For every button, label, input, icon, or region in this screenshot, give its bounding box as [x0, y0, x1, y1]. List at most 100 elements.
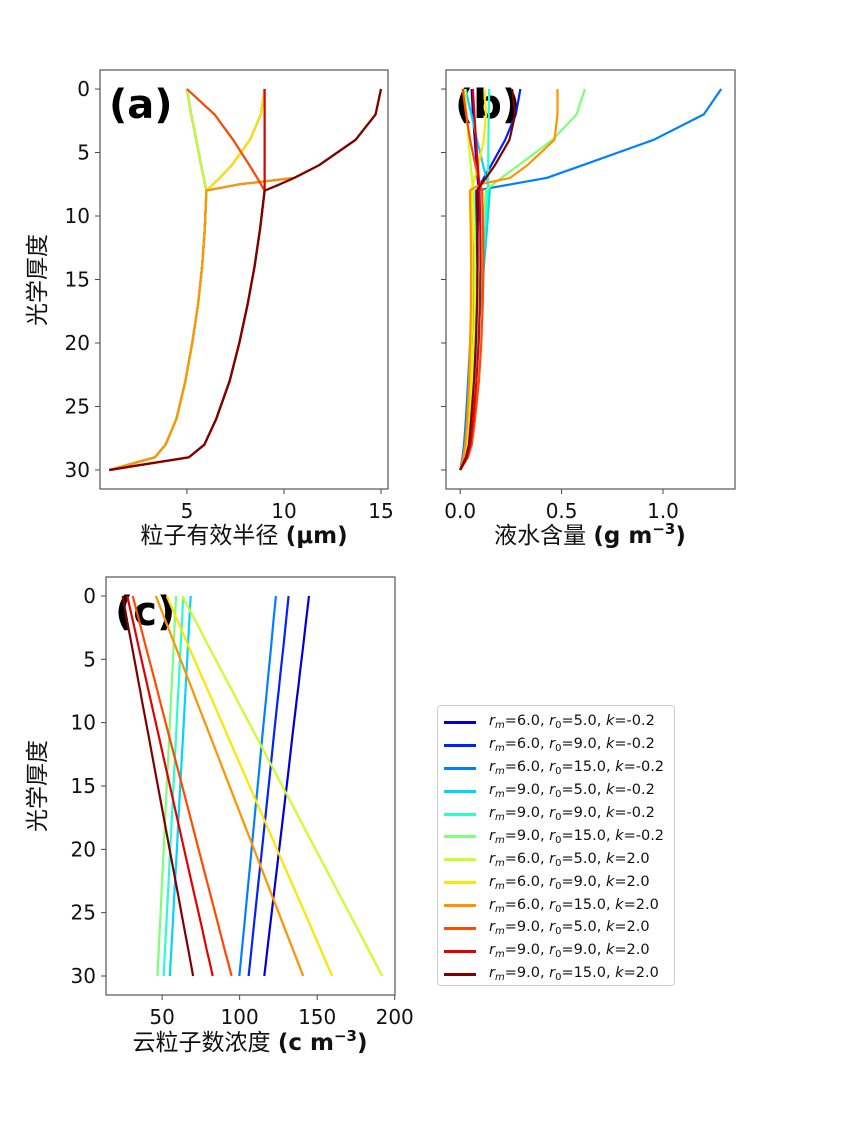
legend-label: rm=9.0, r0=15.0, k=-0.2	[489, 828, 664, 846]
subscript-m: m	[494, 880, 505, 892]
y-tick-label: 20	[71, 837, 96, 861]
separator: ,	[605, 759, 616, 776]
equals: =	[561, 965, 574, 982]
separator: ,	[539, 942, 550, 959]
legend-entry: rm=9.0, r0=15.0, k=2.0	[444, 963, 674, 986]
legend-line-swatch	[444, 926, 476, 930]
symbol-r: r	[549, 850, 556, 867]
equals: =	[504, 965, 517, 982]
subscript-0: 0	[555, 720, 562, 732]
legend-entry: rm=6.0, r0=5.0, k=-0.2	[444, 711, 674, 734]
series-line-4	[109, 88, 266, 472]
r0-value: 15.0	[573, 827, 606, 844]
legend-entry: rm=6.0, r0=15.0, k=-0.2	[444, 757, 674, 780]
legend-label: rm=6.0, r0=5.0, k=2.0	[489, 851, 650, 869]
legend-label: rm=9.0, r0=5.0, k=-0.2	[489, 782, 655, 800]
x-axis-label-text: 粒子有效半径	[140, 523, 285, 549]
legend-entry: rm=6.0, r0=9.0, k=-0.2	[444, 734, 674, 757]
x-axis-label-text: 云粒子数浓度	[133, 1030, 278, 1056]
legend-line-swatch	[444, 904, 476, 908]
y-tick-label: 15	[71, 774, 96, 798]
subscript-m: m	[494, 972, 505, 984]
series-line-1	[263, 595, 311, 977]
y-tick-label: 20	[65, 331, 90, 355]
separator: ,	[539, 896, 550, 913]
series-line-9	[459, 89, 559, 471]
symbol-r: r	[549, 805, 556, 821]
series-line-12	[109, 88, 383, 472]
series-line-12	[459, 88, 517, 471]
subscript-m: m	[494, 903, 505, 915]
legend-entry: rm=9.0, r0=9.0, k=2.0	[444, 940, 674, 963]
equals: =	[614, 805, 627, 821]
equals: =	[561, 873, 574, 890]
symbol-k: k	[615, 965, 624, 982]
y-tick-label: 30	[65, 458, 90, 482]
legend-label: rm=9.0, r0=9.0, k=2.0	[489, 942, 650, 960]
k-value: -0.2	[626, 713, 655, 730]
y-tick-label: 0	[77, 77, 90, 101]
legend-entry: rm=6.0, r0=5.0, k=2.0	[444, 848, 674, 871]
equals: =	[504, 850, 517, 867]
equals: =	[623, 759, 636, 776]
symbol-r: r	[549, 736, 556, 753]
series-line-7	[109, 88, 208, 472]
y-tick-label: 10	[71, 711, 96, 735]
subscript-0: 0	[555, 743, 562, 755]
panel-label: (a)	[109, 82, 173, 128]
series-line-3	[238, 595, 277, 977]
y-axis-label: 光学厚度	[25, 234, 51, 326]
x-axis-unit: (c m	[278, 1030, 334, 1056]
legend-line-swatch	[444, 789, 476, 793]
symbol-r: r	[489, 919, 495, 936]
equals: =	[504, 736, 517, 753]
subscript-0: 0	[555, 789, 562, 801]
symbol-k: k	[605, 782, 615, 799]
legend-entry: rm=9.0, r0=5.0, k=2.0	[444, 917, 674, 940]
equals: =	[504, 713, 517, 730]
equals: =	[623, 896, 636, 913]
k-value: -0.2	[626, 782, 655, 799]
separator: ,	[596, 782, 606, 799]
symbol-k: k	[605, 873, 615, 890]
subscript-m: m	[494, 812, 505, 823]
r0-value: 9.0	[573, 942, 597, 959]
k-value: 2.0	[635, 896, 659, 913]
series-line-4	[168, 595, 192, 977]
legend-entry: rm=9.0, r0=9.0, k=-0.2	[444, 803, 674, 826]
symbol-k: k	[605, 850, 615, 867]
x-tick-label: 150	[298, 1005, 336, 1029]
symbol-r: r	[489, 942, 495, 959]
legend-entry: rm=9.0, r0=5.0, k=-0.2	[444, 780, 674, 803]
separator: ,	[605, 827, 616, 844]
r0-value: 5.0	[573, 713, 597, 730]
equals: =	[623, 965, 636, 982]
legend-entry: rm=9.0, r0=15.0, k=-0.2	[444, 825, 674, 848]
equals: =	[614, 782, 627, 799]
legend-label: rm=6.0, r0=5.0, k=-0.2	[489, 713, 655, 731]
symbol-r: r	[549, 965, 556, 982]
legend-label: rm=6.0, r0=15.0, k=-0.2	[489, 759, 664, 777]
legend-line-swatch	[444, 972, 476, 976]
r0-value: 9.0	[573, 736, 597, 753]
symbol-r: r	[549, 942, 556, 959]
equals: =	[561, 736, 574, 753]
series-line-11	[109, 89, 266, 472]
x-tick-label: 100	[221, 1005, 259, 1029]
equals: =	[614, 873, 627, 890]
equals: =	[614, 713, 627, 730]
separator: ,	[605, 965, 616, 982]
separator: ,	[596, 736, 606, 753]
symbol-r: r	[549, 782, 556, 799]
equals: =	[561, 850, 574, 867]
y-tick-label: 5	[77, 141, 90, 165]
symbol-r: r	[549, 919, 556, 936]
separator: ,	[596, 919, 606, 936]
r0-value: 15.0	[573, 965, 606, 982]
panel-c: 0 5 10 15 20 25 30 50 100 150 200 (c) 云粒子数浓度 (c m−3)…	[25, 576, 414, 1056]
symbol-k: k	[615, 759, 624, 776]
panel-b: 0.0 0.5 1.0(b)液水含量 (g m−3)	[441, 69, 736, 549]
equals: =	[614, 942, 627, 959]
equals: =	[504, 827, 517, 844]
